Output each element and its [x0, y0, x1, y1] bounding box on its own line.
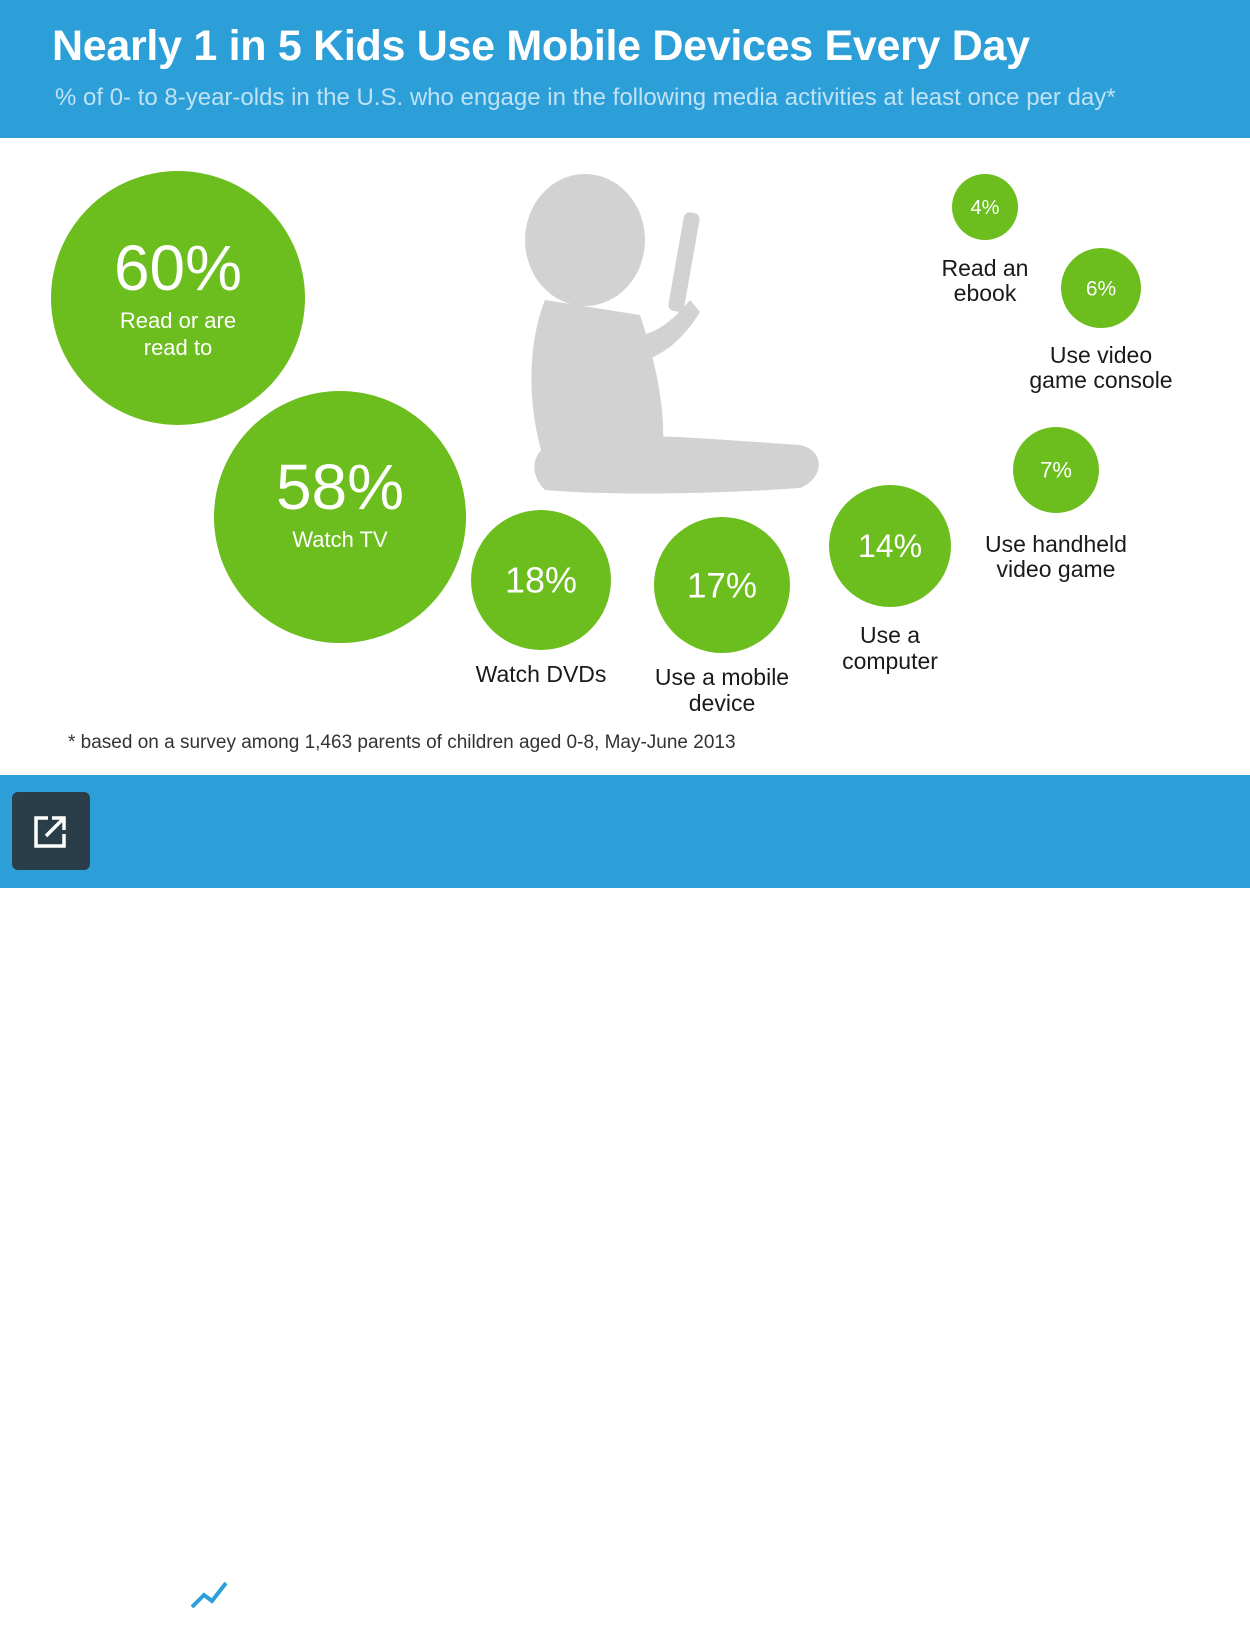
bubble-label-read-an-ebook: ebook — [954, 280, 1017, 306]
bubble-value-use-video-game-console: 6% — [1086, 277, 1116, 300]
page-subtitle: % of 0- to 8-year-olds in the U.S. who e… — [55, 84, 1116, 111]
bubble-label-watch-dvds: Watch DVDs — [476, 661, 607, 687]
bubble-value-use-handheld-video-game: 7% — [1040, 458, 1072, 483]
bubble-label-use-video-game-console: game console — [1029, 367, 1172, 393]
bubble-label-read-or-are-read-to: Read or are — [120, 308, 236, 333]
bubble-label-use-a-computer: computer — [842, 648, 938, 674]
bubble-use-video-game-console — [1061, 248, 1141, 328]
bubble-value-use-a-mobile-device: 17% — [687, 566, 757, 605]
bubble-label-read-an-ebook: Read an — [942, 255, 1029, 281]
bubble-label-use-handheld-video-game: video game — [997, 556, 1116, 582]
bubble-use-a-computer — [829, 485, 951, 607]
statista-tagline: The Statistics Portal — [54, 1615, 206, 1634]
bubble-value-watch-dvds: 18% — [505, 560, 577, 601]
bubble-label-use-video-game-console: Use video — [1050, 342, 1152, 368]
source-credit: Source: Common Sense Media — [864, 1591, 1199, 1618]
bubble-label-use-a-mobile-device: Use a mobile — [655, 664, 789, 690]
bubble-watch-tv — [214, 391, 466, 643]
statista-logo-icon — [190, 1579, 228, 1611]
header-banner: Nearly 1 in 5 Kids Use Mobile Devices Ev… — [0, 0, 1250, 138]
bubble-use-a-mobile-device — [654, 517, 790, 653]
expand-button[interactable] — [12, 792, 90, 870]
bubble-read-an-ebook — [952, 174, 1018, 240]
external-link-icon — [34, 816, 66, 848]
bubble-label-use-handheld-video-game: Use handheld — [985, 531, 1127, 557]
child-silhouette-illustration — [525, 174, 819, 494]
bubble-value-read-an-ebook: 4% — [971, 197, 1000, 219]
statista-wordmark[interactable]: statista — [50, 1571, 183, 1615]
footnote: * based on a survey among 1,463 parents … — [68, 732, 736, 753]
footer-banner: statista The Statistics Portal Mashable … — [0, 775, 1250, 1634]
page-title: Nearly 1 in 5 Kids Use Mobile Devices Ev… — [52, 22, 1030, 70]
bubble-use-handheld-video-game — [1013, 427, 1099, 513]
bubble-label-use-a-mobile-device: device — [689, 690, 755, 716]
bubble-value-use-a-computer: 14% — [858, 528, 922, 564]
bubble-watch-dvds — [471, 510, 611, 650]
bubble-value-read-or-are-read-to: 60% — [114, 232, 242, 304]
bubble-label-read-or-are-read-to: read to — [144, 335, 213, 360]
bubble-value-watch-tv: 58% — [276, 451, 404, 523]
bubble-read-or-are-read-to — [51, 171, 305, 425]
mashable-logo[interactable]: Mashable — [277, 1578, 469, 1626]
bubble-label-use-a-computer: Use a — [860, 622, 920, 648]
bubble-label-watch-tv: Watch TV — [292, 527, 388, 552]
